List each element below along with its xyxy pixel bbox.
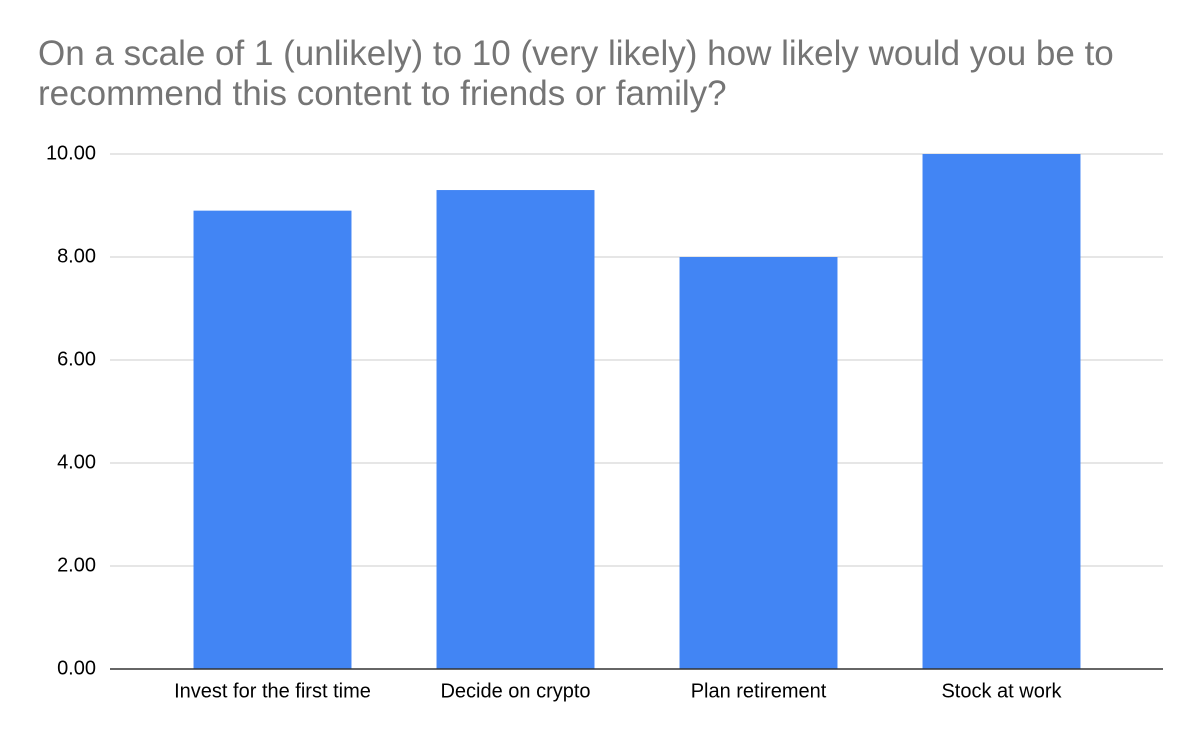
bar: [193, 210, 352, 669]
x-tick-label: Plan retirement: [691, 680, 827, 702]
bar: [436, 190, 595, 670]
x-tick-label: Invest for the first time: [174, 680, 371, 702]
x-tick-label: Stock at work: [941, 680, 1062, 702]
y-tick-label: 8.00: [57, 245, 96, 267]
x-tick-label: Decide on crypto: [440, 680, 590, 702]
y-tick-label: 2.00: [57, 554, 96, 576]
y-tick-label: 4.00: [57, 451, 96, 473]
bar: [679, 257, 838, 669]
y-tick-label: 6.00: [57, 348, 96, 370]
y-tick-label: 0.00: [57, 657, 96, 679]
chart-title: On a scale of 1 (unlikely) to 10 (very l…: [38, 34, 1114, 113]
bar: [922, 154, 1081, 669]
y-tick-label: 10.00: [46, 142, 96, 164]
